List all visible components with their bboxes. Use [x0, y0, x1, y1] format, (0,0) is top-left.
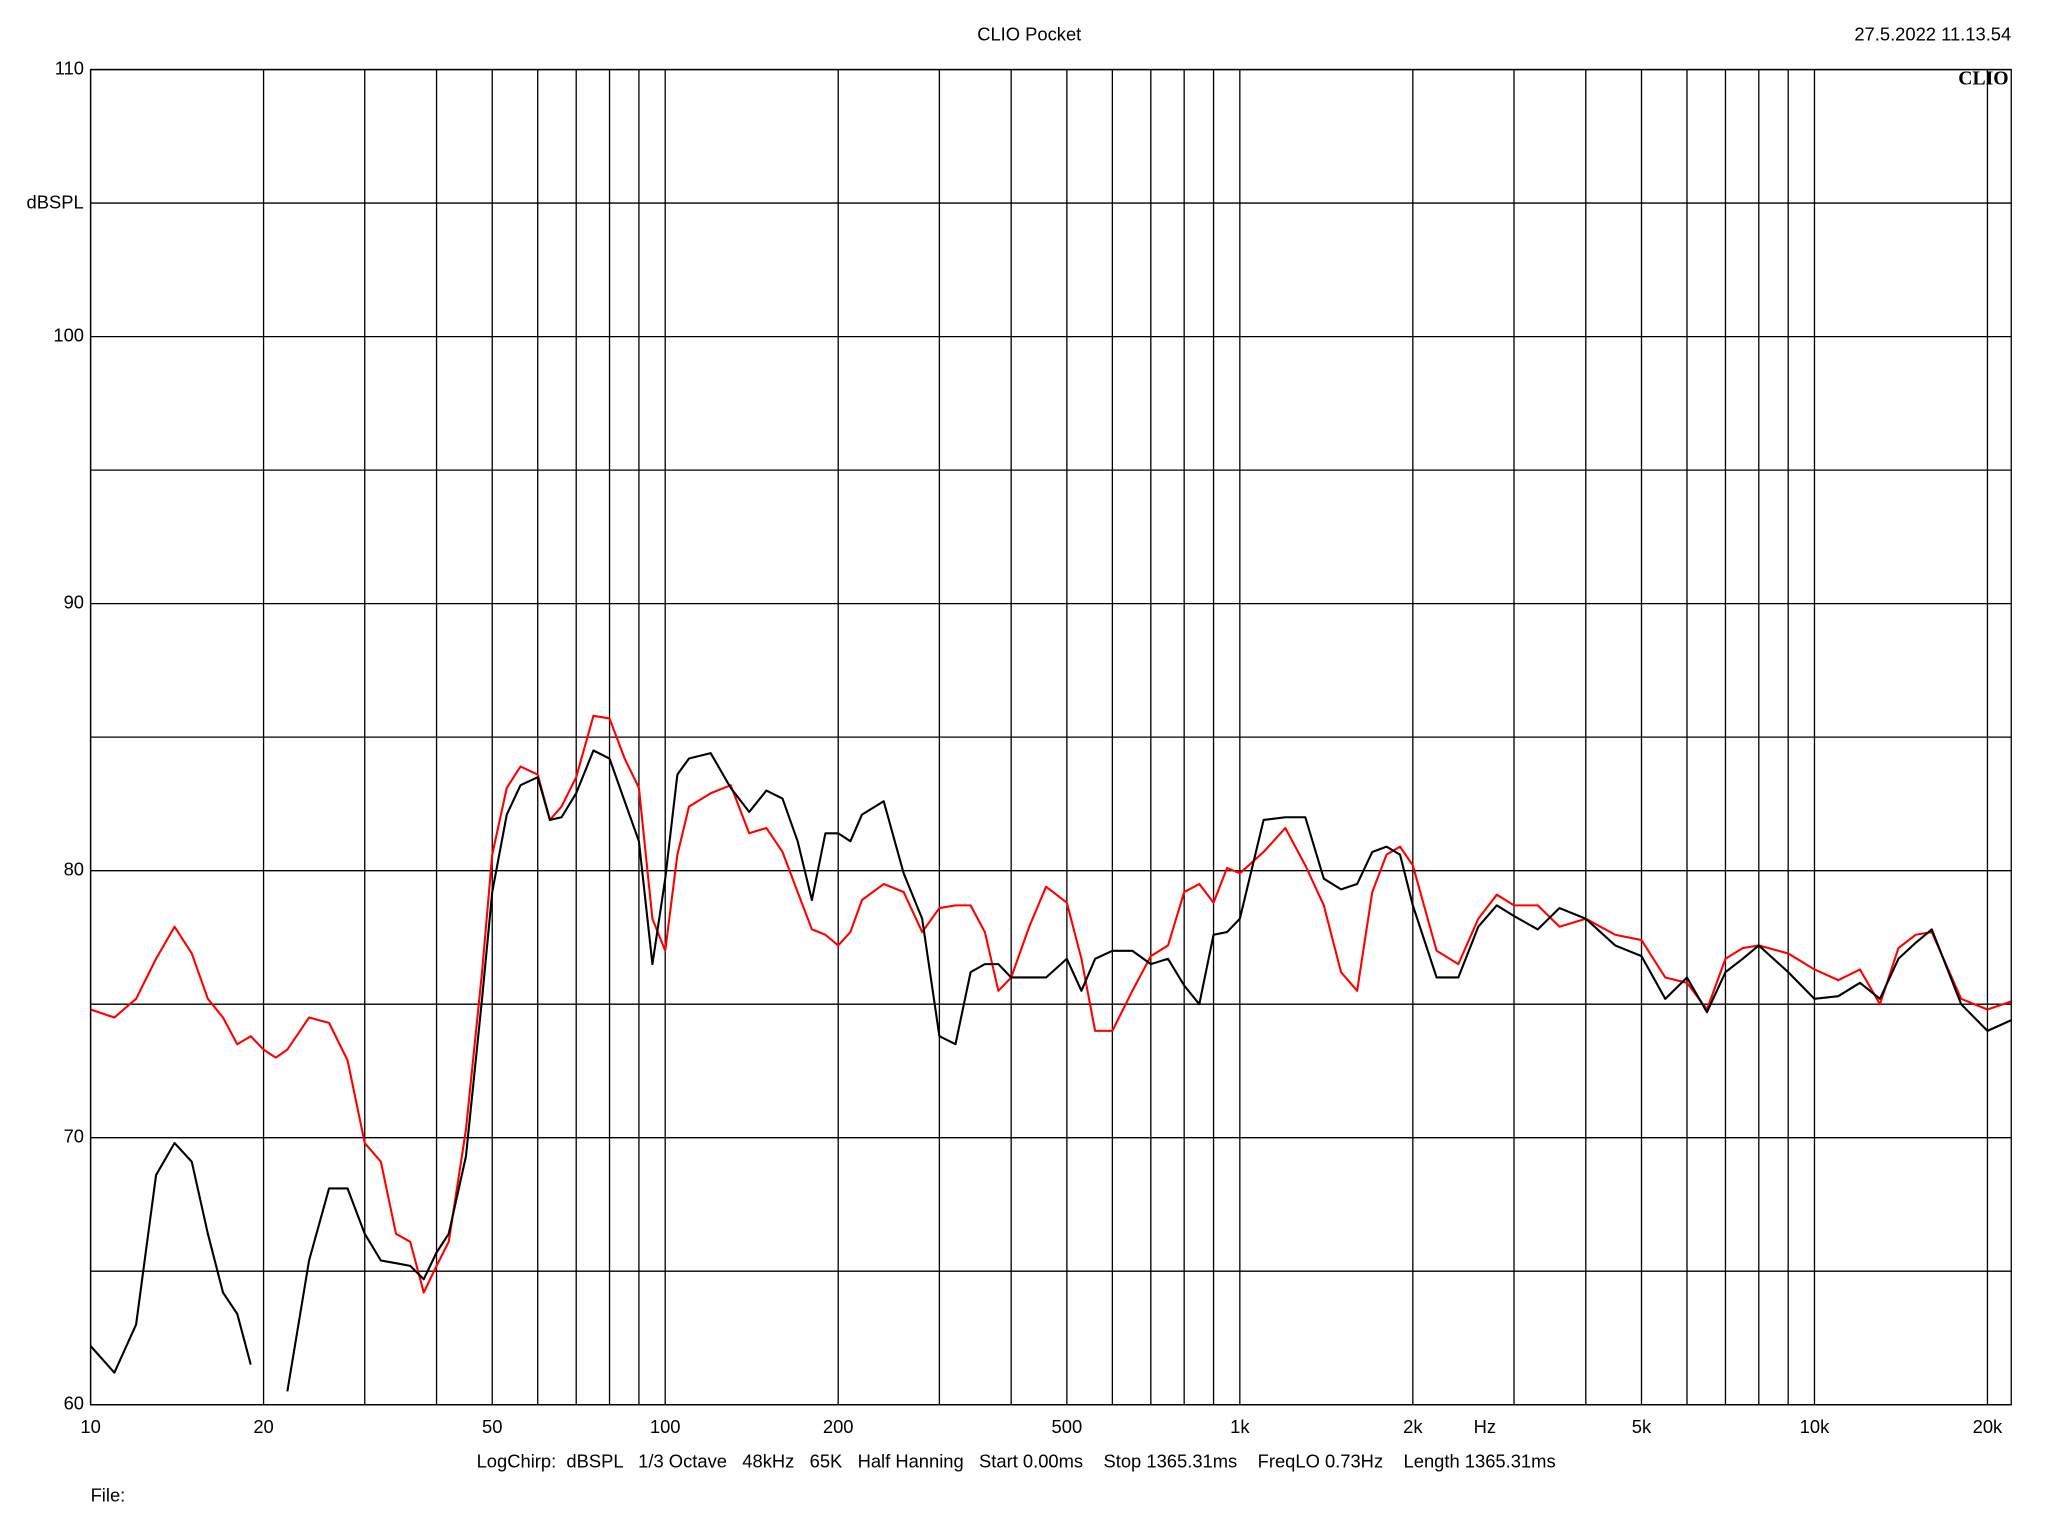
x-tick-label: 50	[482, 1416, 502, 1437]
timestamp: 27.5.2022 11.13.54	[1854, 23, 2011, 44]
y-tick-label: 110	[55, 57, 84, 78]
chart-title: CLIO Pocket	[977, 23, 1081, 44]
x-tick-label: 1k	[1230, 1416, 1250, 1437]
logo: CLIO	[1958, 68, 2008, 90]
x-tick-label: 20	[253, 1416, 273, 1437]
settings-footer: LogChirp: dBSPL 1/3 Octave 48kHz 65K Hal…	[477, 1450, 1556, 1471]
x-tick-label: 100	[650, 1416, 681, 1437]
response-line	[90, 749, 2012, 1392]
x-tick-label: 5k	[1632, 1416, 1652, 1437]
x-tick-label: 10k	[1800, 1416, 1830, 1437]
response-line	[90, 714, 2012, 1294]
y-tick-label: 90	[64, 591, 84, 612]
y-tick-label: 100	[53, 324, 84, 345]
x-axis-label: Hz	[1474, 1416, 1496, 1437]
y-tick-label: 60	[64, 1393, 84, 1414]
x-tick-label: 20k	[1973, 1416, 2003, 1437]
x-tick-label: 10	[80, 1416, 100, 1437]
x-tick-label: 200	[823, 1416, 854, 1437]
file-label: File:	[91, 1484, 126, 1505]
plot-frame	[89, 68, 2012, 1406]
y-tick-label: 70	[64, 1126, 84, 1147]
x-tick-label: 500	[1052, 1416, 1083, 1437]
plot-data	[90, 714, 2012, 1392]
y-axis-label: dBSPL	[27, 191, 84, 212]
y-tick-label: 80	[64, 859, 84, 880]
x-tick-label: 2k	[1403, 1416, 1423, 1437]
